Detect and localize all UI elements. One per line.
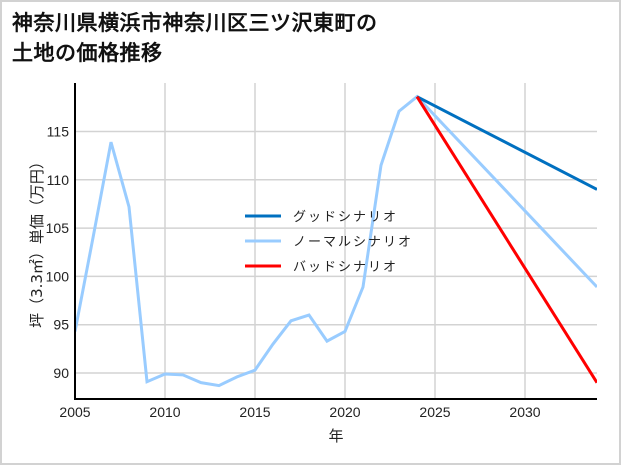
y-tick-label: 105 xyxy=(46,220,70,236)
y-tick-labels: 90 95 100 105 110 115 xyxy=(46,124,70,382)
x-tick-label: 2005 xyxy=(59,404,90,420)
chart-title: 神奈川県横浜市神奈川区三ツ沢東町の 土地の価格推移 xyxy=(12,8,378,68)
x-tick-label: 2025 xyxy=(419,404,450,420)
series-line xyxy=(416,95,597,191)
x-tick-label: 2010 xyxy=(149,404,180,420)
x-tick-labels: 2005 2010 2015 2020 2025 2030 xyxy=(59,404,540,420)
y-tick-label: 95 xyxy=(53,317,69,333)
y-tick-label: 100 xyxy=(46,268,70,284)
y-tick-label: 115 xyxy=(47,124,70,140)
y-axis-label: 坪（3.3㎡）単価（万円） xyxy=(28,154,46,328)
plot-series xyxy=(75,94,597,388)
x-tick-label: 2030 xyxy=(509,404,540,420)
title-line-2: 土地の価格推移 xyxy=(12,41,163,65)
y-tick-label: 110 xyxy=(47,172,70,188)
series-line xyxy=(415,95,597,384)
x-tick-label: 2020 xyxy=(329,404,360,420)
x-axis-label: 年 xyxy=(328,427,343,445)
legend-label: バッドシナリオ xyxy=(293,260,398,275)
grid-lines xyxy=(75,83,597,399)
legend-label: ノーマルシナリオ xyxy=(293,235,413,250)
series-line xyxy=(75,94,597,388)
legend-label: グッドシナリオ xyxy=(293,210,398,225)
x-tick-label: 2015 xyxy=(239,404,270,420)
y-tick-label: 90 xyxy=(53,365,69,381)
title-line-1: 神奈川県横浜市神奈川区三ツ沢東町の xyxy=(12,11,378,35)
